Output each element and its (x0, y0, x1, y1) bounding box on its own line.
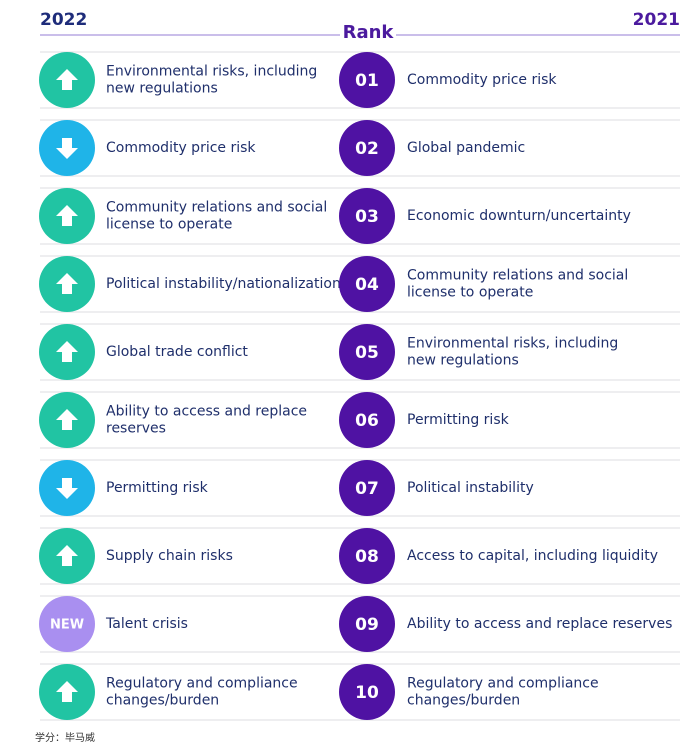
source: 学分：毕马威 (35, 731, 95, 744)
trend-arrow (56, 681, 78, 702)
year-left: 2022 (40, 10, 87, 30)
rank-badge (339, 52, 395, 108)
trend-arrow (56, 69, 78, 90)
risk-label: Permitting risk (106, 480, 209, 496)
trend-arrow (56, 205, 78, 226)
risk-label: new regulations (407, 353, 519, 369)
risk-label: Global pandemic (407, 140, 525, 156)
risk-label: Community relations and social (106, 200, 327, 216)
trend-arrow (56, 273, 78, 294)
rank-number: 06 (355, 411, 379, 431)
trend-arrow (56, 478, 78, 499)
risk-label: license to operate (106, 217, 232, 233)
rank-badge (339, 392, 395, 448)
rank-badge (339, 664, 395, 720)
rank-badge (339, 188, 395, 244)
rank-number: 04 (355, 275, 379, 295)
risk-label: Ability to access and replace (106, 404, 307, 420)
risk-label: Permitting risk (407, 412, 510, 428)
trend-badge (39, 596, 95, 652)
trend-arrow (56, 545, 78, 566)
risk-label: Economic downturn/uncertainty (407, 208, 631, 224)
risk-label: Ability to access and replace reserves (407, 616, 672, 632)
rank-header: Rank (343, 22, 395, 43)
rank-number: 08 (355, 547, 379, 567)
risk-label: Supply chain risks (106, 548, 233, 564)
rank-badge (339, 256, 395, 312)
rank-number: 05 (355, 343, 379, 363)
rank-number: 03 (355, 207, 379, 227)
risk-label: changes/burden (407, 693, 520, 709)
risk-label: new regulations (106, 81, 218, 97)
rank-number: 01 (355, 71, 379, 91)
rank-badge (339, 596, 395, 652)
risk-label: reserves (106, 421, 166, 437)
risk-label: Regulatory and compliance (106, 676, 298, 692)
risk-label: Environmental risks, including (407, 336, 618, 352)
year-right: 2021 (633, 10, 680, 30)
rank-badge (339, 460, 395, 516)
rank-badge (339, 120, 395, 176)
risk-label: Community relations and social (407, 268, 628, 284)
trend-arrow (56, 341, 78, 362)
rank-number: 07 (355, 479, 379, 499)
risk-label: Global trade conflict (106, 344, 248, 360)
risk-label: Environmental risks, including (106, 64, 317, 80)
rank-number: 02 (355, 139, 379, 159)
rank-badge (339, 528, 395, 584)
rank-badge (339, 324, 395, 380)
risk-label: Commodity price risk (106, 140, 256, 156)
rank-number: 09 (355, 615, 379, 635)
risk-label: Access to capital, including liquidity (407, 548, 658, 564)
trend-arrow (56, 409, 78, 430)
risk-label: Commodity price risk (407, 72, 557, 88)
trend-arrow (56, 138, 78, 159)
risk-label: Political instability/nationalization (106, 276, 341, 292)
rank-number: 10 (355, 683, 379, 703)
new-badge-label: NEW (50, 618, 84, 633)
risk-label: changes/burden (106, 693, 219, 709)
risk-label: Political instability (407, 480, 534, 496)
risk-label: Talent crisis (105, 616, 188, 632)
risk-label: license to operate (407, 285, 533, 301)
risk-label: Regulatory and compliance (407, 676, 599, 692)
